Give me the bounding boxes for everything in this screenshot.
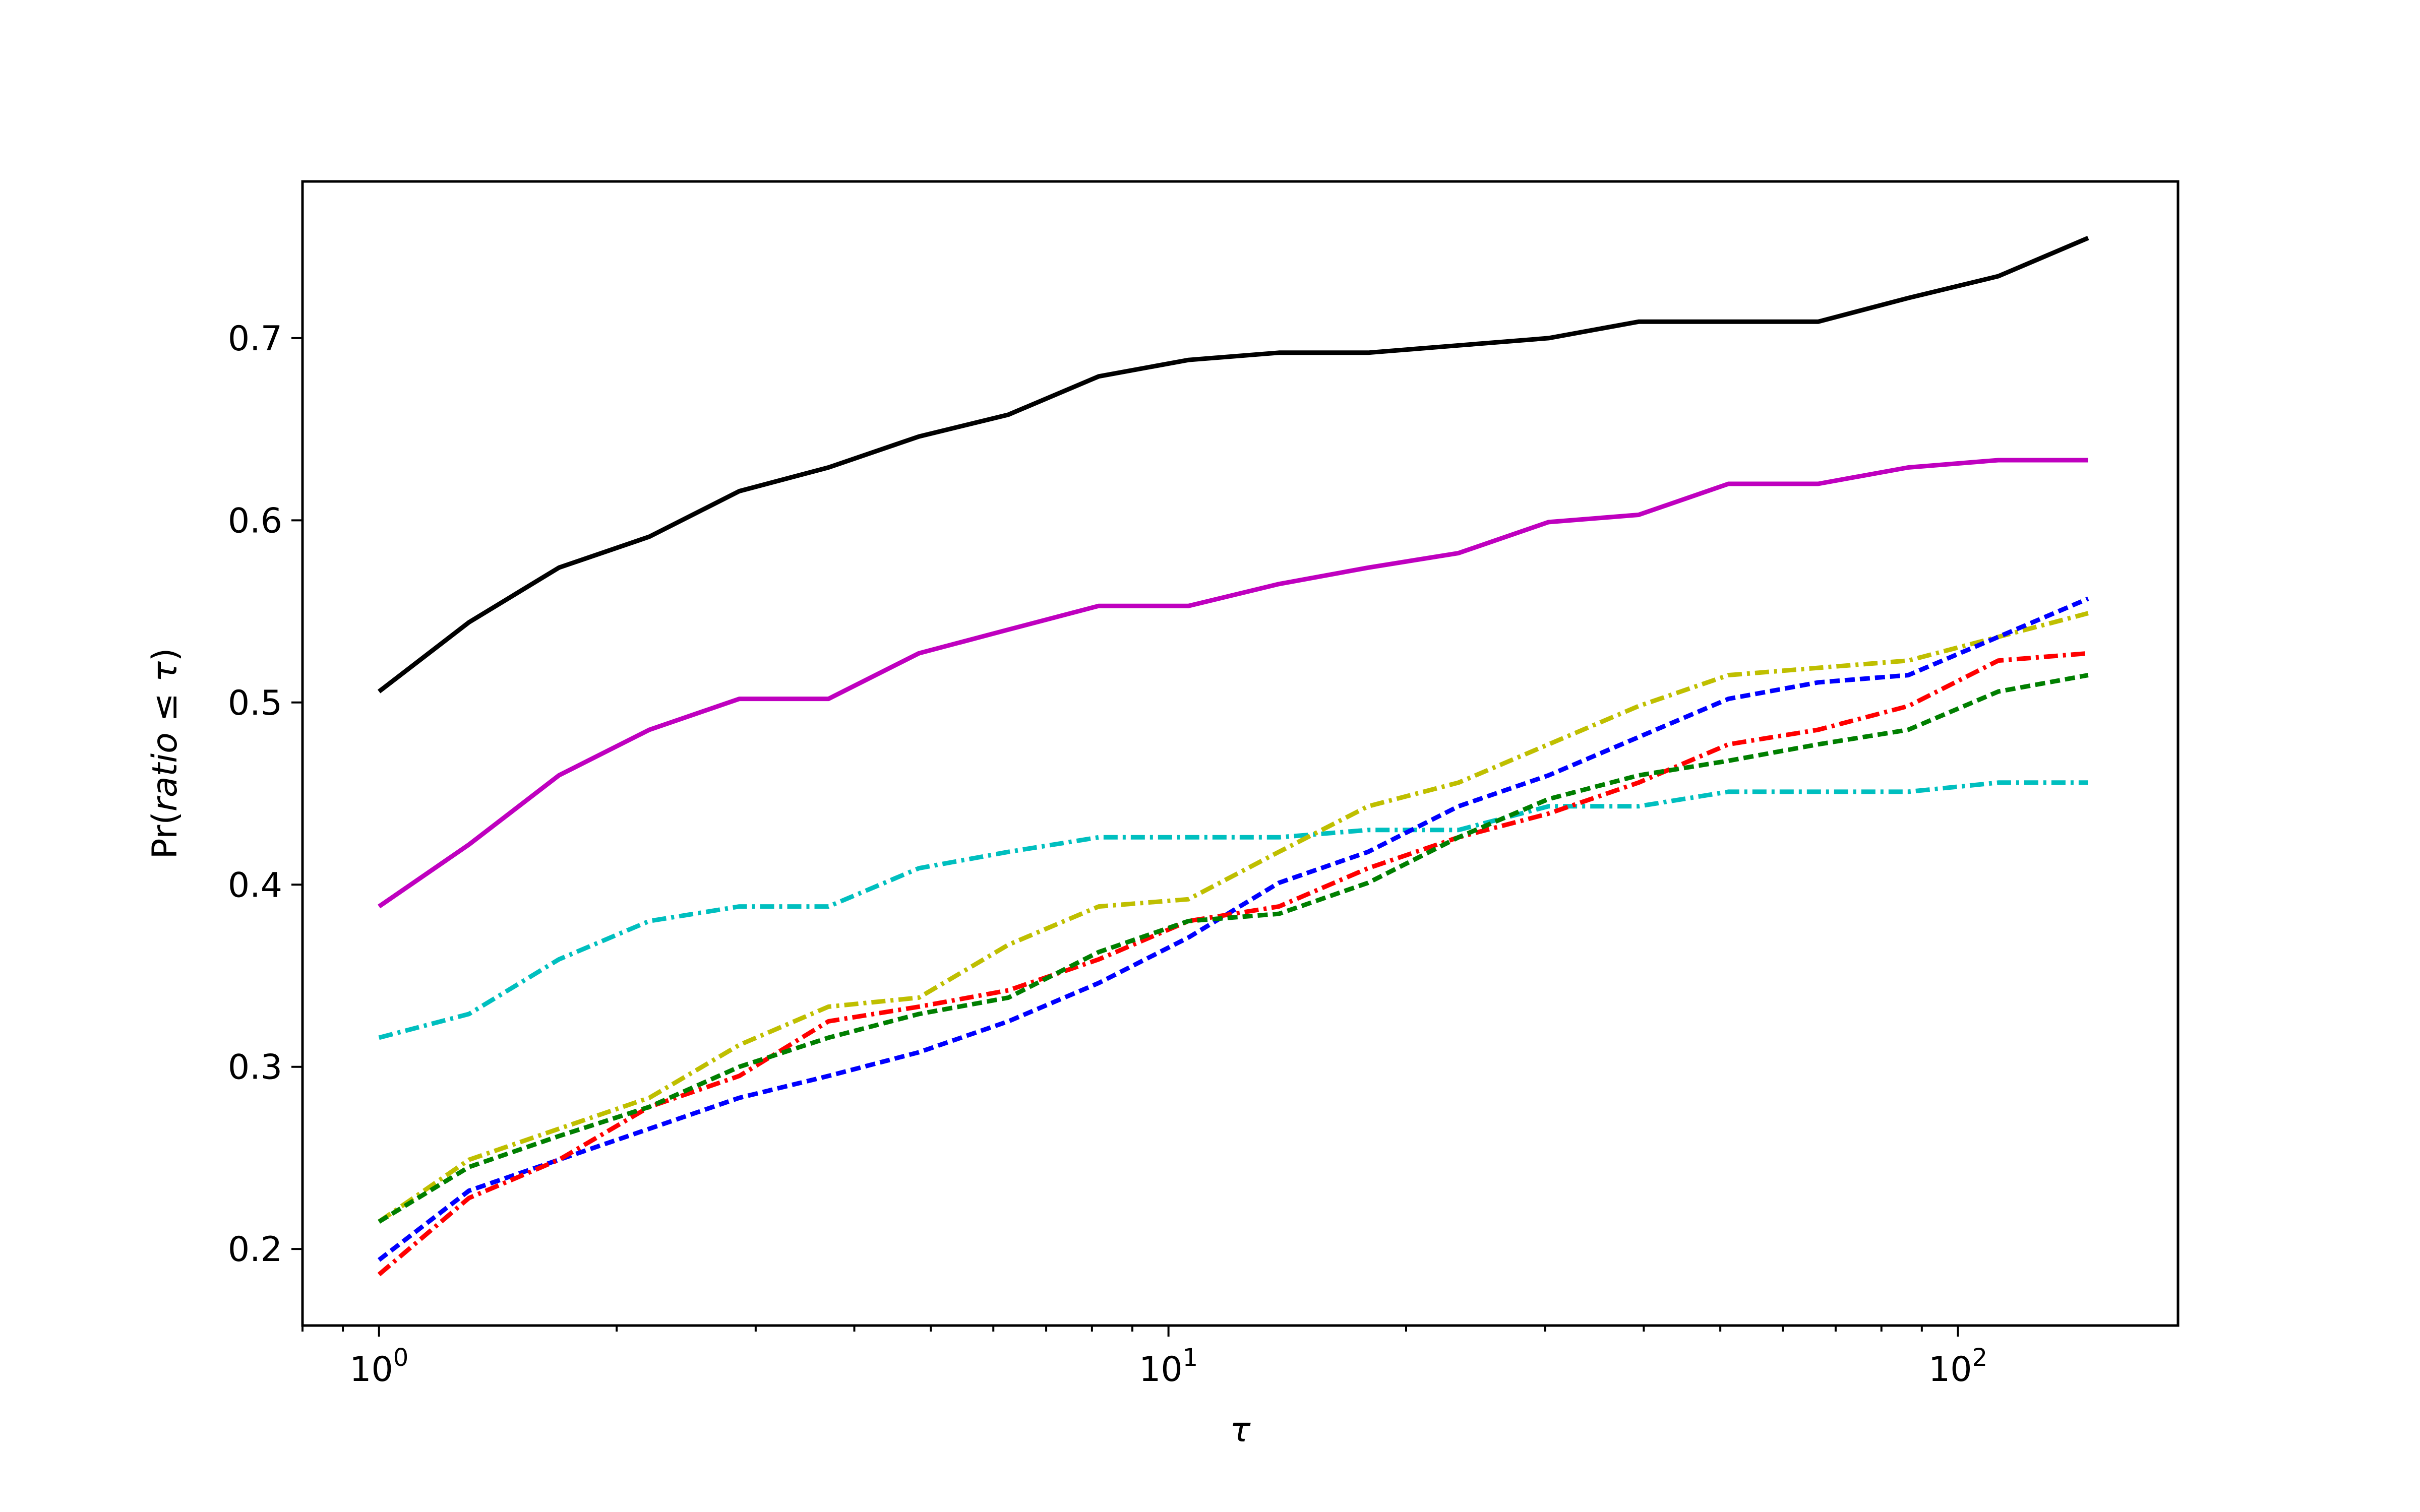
series-line-4	[378, 611, 2089, 1224]
y-axis-label-suffix: )	[145, 648, 185, 662]
x-axis-label: τ	[1230, 1410, 1251, 1450]
plot-frame	[301, 180, 2180, 1327]
series-line-3	[378, 780, 2088, 1040]
y-tick-label: 0.4	[228, 865, 282, 905]
y-tick-label: 0.5	[228, 683, 282, 723]
x-axis: 100 101 102	[301, 1326, 1987, 1390]
y-axis-label-ratio: ratio	[145, 732, 185, 811]
y-axis-label: Pr(ratio ≤ τ)	[145, 648, 185, 859]
series-layer	[377, 235, 2089, 1277]
series-line-7	[378, 673, 2089, 1224]
x-tick-base: 10	[1928, 1350, 1972, 1390]
y-axis-label-relation: ≤	[145, 682, 185, 732]
x-tick-label: 100	[349, 1344, 408, 1390]
y-axis-label-symbol: τ	[145, 661, 185, 682]
y-tick-label: 0.6	[228, 501, 282, 541]
series-line-1	[377, 235, 2089, 694]
y-tick-label: 0.7	[228, 319, 282, 359]
x-tick-label: 102	[1928, 1344, 1987, 1390]
series-line-2	[378, 458, 2088, 909]
y-axis: 0.2 0.3 0.4 0.5 0.6 0.7	[228, 319, 302, 1270]
y-tick-label: 0.2	[228, 1230, 282, 1270]
x-tick-base: 10	[1139, 1350, 1183, 1390]
series-line-5	[377, 596, 2089, 1262]
x-tick-exponent: 2	[1972, 1344, 1987, 1372]
x-tick-exponent: 0	[393, 1344, 409, 1372]
x-tick-base: 10	[349, 1350, 393, 1390]
y-tick-label: 0.3	[228, 1048, 282, 1088]
y-axis-label-prefix: Pr(	[145, 811, 185, 859]
x-tick-exponent: 1	[1183, 1344, 1198, 1372]
x-tick-label: 101	[1139, 1344, 1198, 1390]
